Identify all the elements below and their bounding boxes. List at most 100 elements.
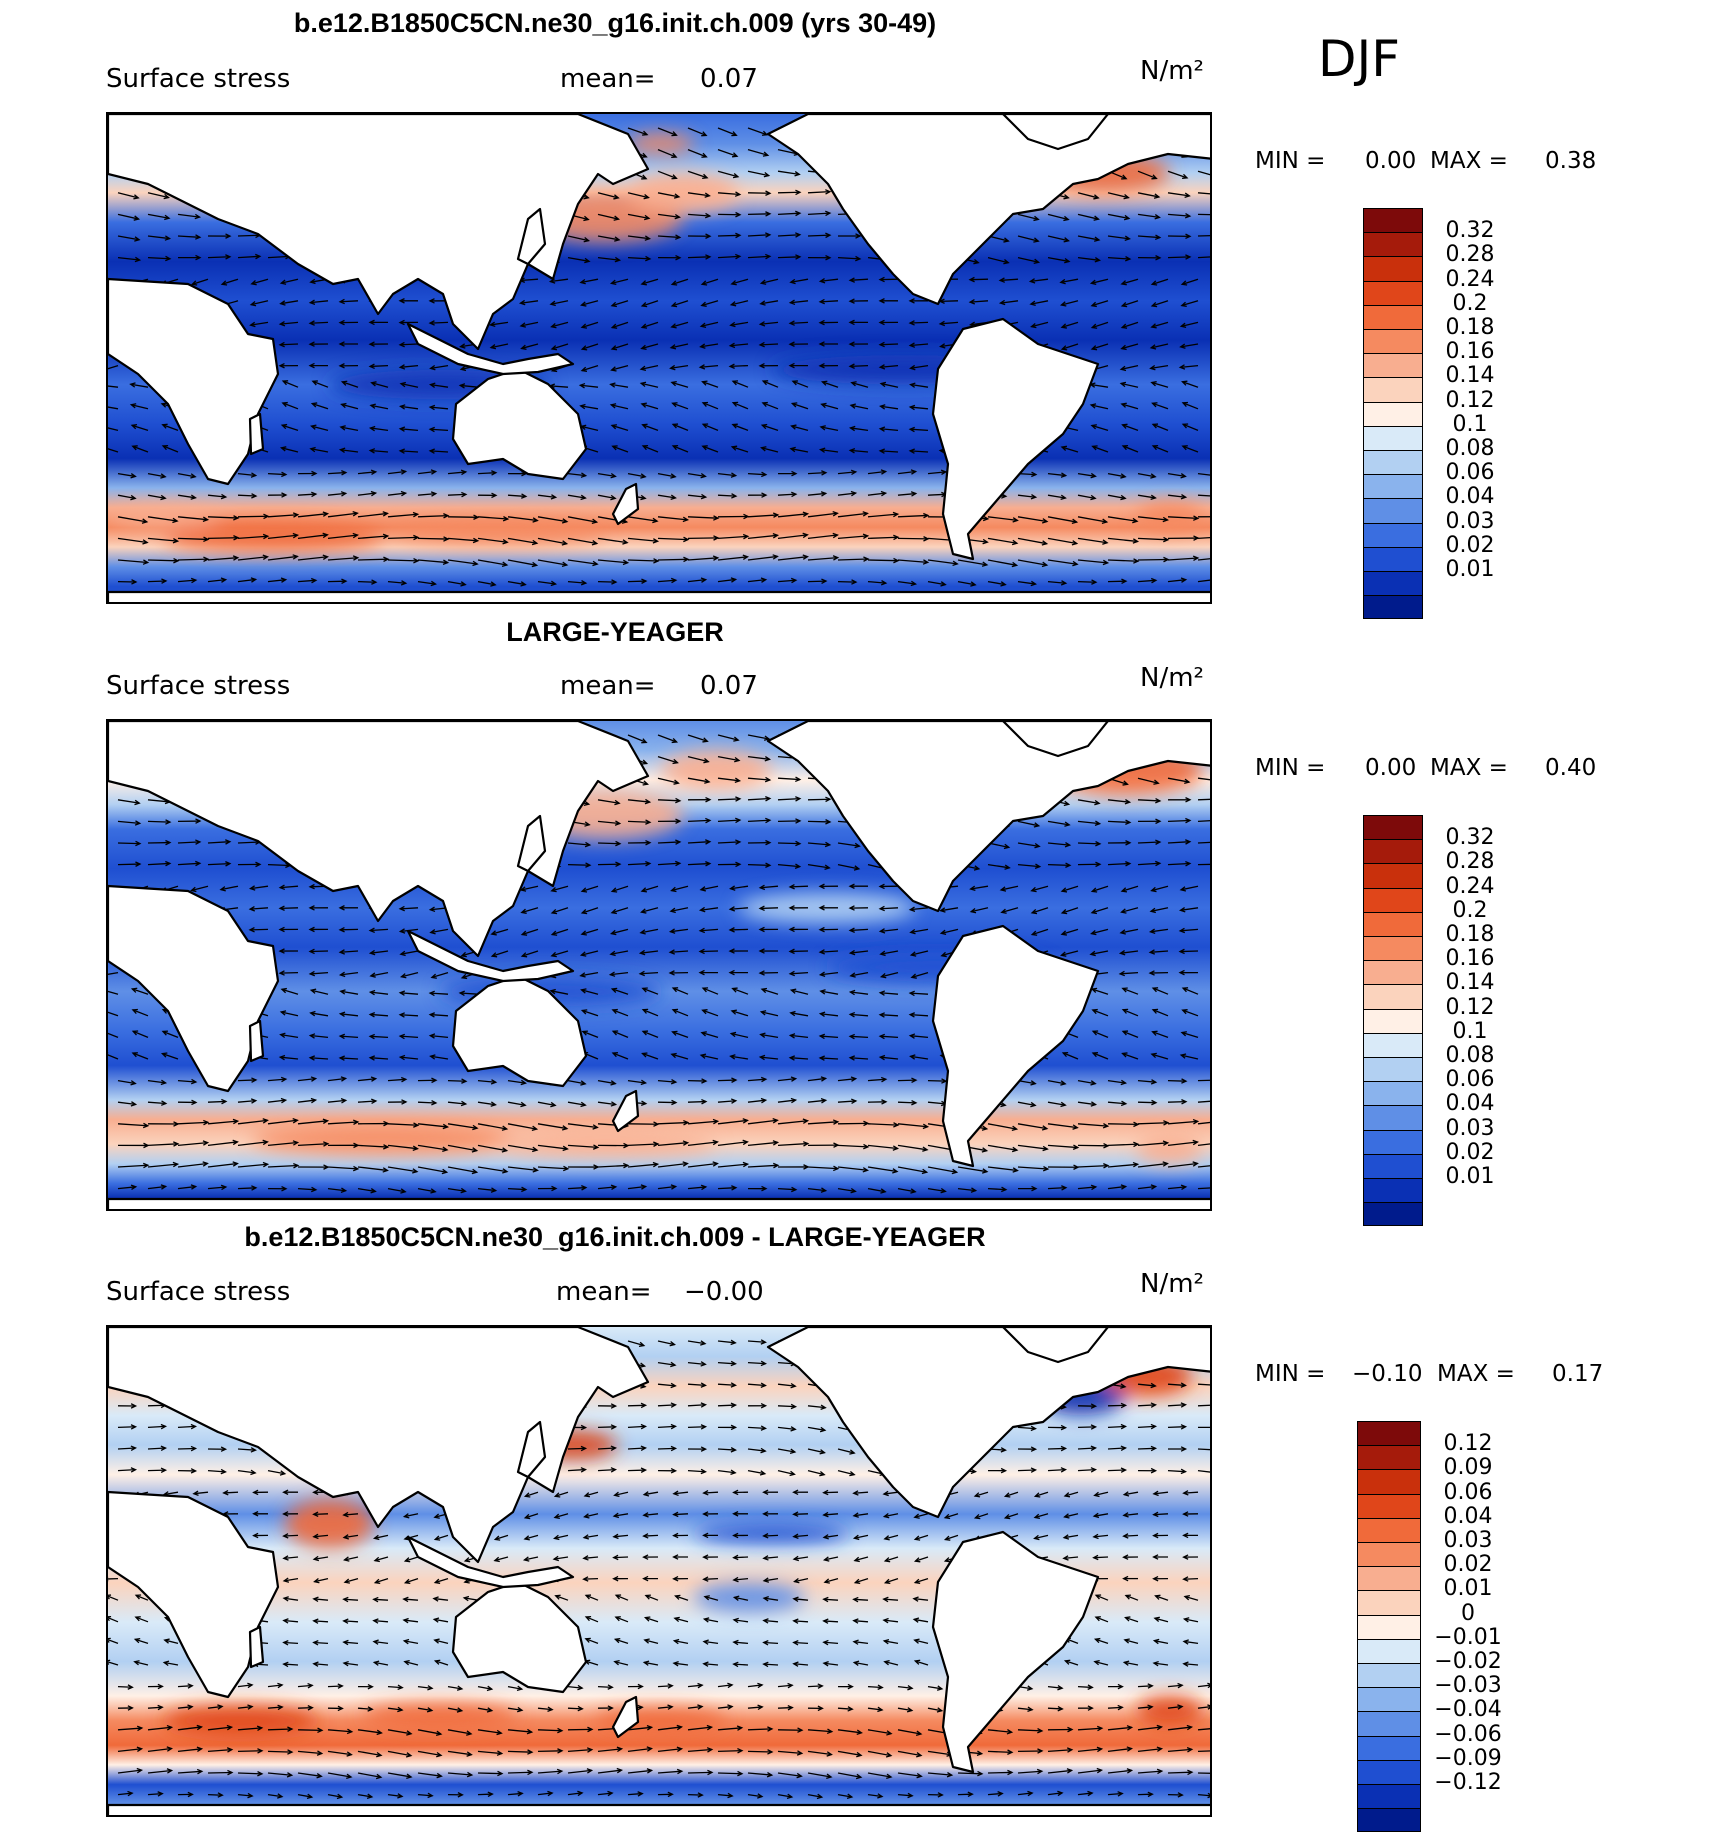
wind-vector — [598, 843, 620, 844]
wind-vector — [298, 1730, 322, 1731]
wind-vector-head — [1211, 132, 1212, 136]
wind-vector — [238, 1751, 262, 1752]
wind-vector — [208, 257, 230, 258]
wind-vector — [358, 582, 376, 583]
panel-1-units: N/m² — [1140, 56, 1204, 86]
stress-blob — [661, 751, 772, 790]
land-madagascar — [250, 414, 263, 454]
colorbar-tick-label: 0.02 — [1425, 1140, 1515, 1165]
wind-vector — [280, 973, 298, 974]
panel-3-units: N/m² — [1140, 1269, 1204, 1299]
wind-vector — [880, 344, 898, 345]
wind-vector — [1198, 1773, 1212, 1774]
wind-vector — [418, 538, 448, 539]
wind-vector-head — [1211, 1361, 1212, 1365]
colorbar-tick-label: 0.12 — [1425, 388, 1515, 413]
wind-vector — [1198, 235, 1212, 236]
wind-vector-head — [1211, 1470, 1212, 1474]
panel-1-map — [106, 112, 1212, 604]
wind-vector — [628, 821, 650, 822]
wind-vector — [358, 559, 388, 560]
colorbar-tick-label: 0.16 — [1425, 946, 1515, 971]
panel-2-min-label: MIN = — [1255, 755, 1325, 781]
wind-vector — [1078, 582, 1096, 583]
wind-vector — [508, 1772, 532, 1773]
panel-1-title: b.e12.B1850C5CN.ne30_g16.init.ch.009 (yr… — [0, 8, 1230, 39]
wind-vector — [808, 581, 826, 582]
wind-vector — [718, 1773, 742, 1774]
panel-2-units: N/m² — [1140, 663, 1204, 693]
colorbar-tick-label: 0.24 — [1425, 267, 1515, 292]
colorbar-tick-label: 0.08 — [1425, 436, 1515, 461]
wind-vector — [1078, 843, 1100, 844]
panel-3-map — [106, 1325, 1212, 1817]
wind-vector — [238, 235, 260, 236]
colorbar-tick-label: 0.16 — [1425, 339, 1515, 364]
colorbar-tick-label: 0.24 — [1425, 874, 1515, 899]
wind-vector — [898, 1102, 916, 1103]
stress-blob — [252, 1124, 517, 1154]
colorbar-tick-label: 0.32 — [1425, 825, 1515, 850]
panel-1-max-label: MAX = — [1430, 148, 1508, 174]
panel-2-min-value: 0.00 — [1365, 755, 1416, 781]
wind-vector-head — [1211, 473, 1212, 477]
wind-vector — [688, 538, 718, 539]
wind-vector — [1048, 865, 1070, 866]
wind-vector — [118, 864, 140, 865]
land-antarctica — [108, 592, 1212, 604]
colorbar-tick-label: 0.18 — [1425, 315, 1515, 340]
wind-vector — [730, 929, 748, 930]
wind-vector — [688, 1772, 712, 1773]
wind-vector-head — [1211, 1425, 1212, 1429]
panel-3-mean-value: −0.00 — [684, 1277, 764, 1307]
wind-vector — [658, 559, 688, 560]
stress-blob — [1137, 1696, 1203, 1726]
colorbar-tick-label: 0.14 — [1425, 363, 1515, 388]
colorbar-frame — [1363, 208, 1423, 619]
wind-vector — [988, 1772, 1012, 1773]
wind-vector — [1138, 559, 1168, 560]
wind-vector-head — [1211, 1186, 1212, 1190]
panel-3-variable: Surface stress — [106, 1277, 290, 1307]
wind-vector — [568, 1448, 586, 1449]
wind-vector — [808, 821, 830, 822]
colorbar-tick-label: 0.12 — [1425, 995, 1515, 1020]
panel-2-mean-value: 0.07 — [700, 671, 758, 701]
panel-1-mean-label: mean= — [560, 64, 656, 94]
wind-vector-head — [1211, 578, 1212, 582]
colorbar-tick-label: 0.14 — [1425, 970, 1515, 995]
wind-vector — [778, 192, 800, 193]
panel-3-mean-label: mean= — [556, 1277, 652, 1307]
wind-vector — [760, 908, 778, 909]
wind-vector — [748, 214, 770, 215]
colorbar-tick-label: 0.1 — [1425, 1019, 1515, 1044]
stress-blob — [163, 1706, 318, 1736]
wind-vector — [928, 1081, 946, 1082]
wind-vector — [808, 799, 830, 800]
wind-vector — [940, 301, 958, 302]
colorbar-tick-label: 0.03 — [1425, 1116, 1515, 1141]
wind-vector — [958, 1773, 982, 1774]
panel-3-min-value: −0.10 — [1352, 1361, 1422, 1387]
wind-vector — [748, 865, 770, 866]
wind-vector-head — [1211, 1099, 1212, 1103]
panel-3-max-value: 0.17 — [1552, 1361, 1603, 1387]
panel-2-stress-field — [108, 721, 1212, 1211]
wind-vector — [418, 1102, 436, 1103]
wind-vector — [508, 1751, 532, 1752]
wind-vector — [448, 1081, 466, 1082]
colorbar-tick-label: 0.1 — [1425, 412, 1515, 437]
wind-vector-head — [1211, 1078, 1212, 1082]
panel-1-variable: Surface stress — [106, 64, 290, 94]
wind-vector — [208, 538, 238, 539]
wind-vector — [1168, 1081, 1186, 1082]
panel-3-stress-field — [108, 1327, 1212, 1817]
colorbar-tick-label: 0.01 — [1425, 557, 1515, 582]
wind-vector — [598, 582, 616, 583]
colorbar-tick-label: 0.18 — [1425, 922, 1515, 947]
wind-vector — [868, 560, 898, 561]
wind-vector — [148, 560, 178, 561]
wind-vector — [538, 1751, 562, 1752]
wind-vector — [430, 322, 448, 323]
wind-vector — [1138, 1448, 1156, 1449]
